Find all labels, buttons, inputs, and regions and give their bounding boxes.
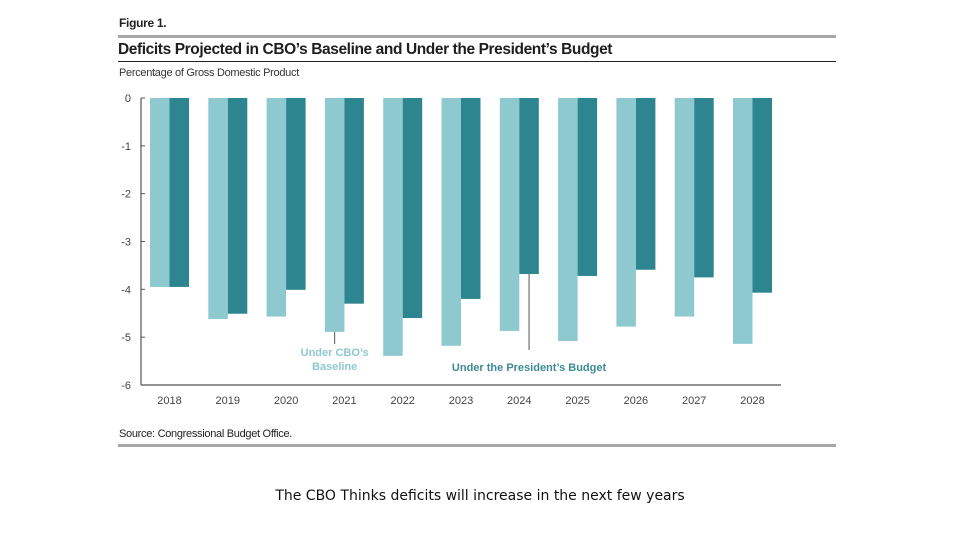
x-tick-label: 2025 xyxy=(565,395,589,407)
bar-baseline-2020 xyxy=(266,98,287,317)
bar-presidents-budget-2020 xyxy=(286,98,306,290)
x-tick-label: 2020 xyxy=(274,395,298,407)
bar-presidents-budget-2022 xyxy=(402,98,423,319)
bottom-rule xyxy=(118,444,836,447)
y-tick-label: -1 xyxy=(121,141,131,153)
y-tick-label: 0 xyxy=(125,93,131,105)
y-tick-label: -2 xyxy=(121,189,131,201)
bar-baseline-2022 xyxy=(383,98,403,356)
bar-presidents-budget-2027 xyxy=(694,98,714,278)
y-tick-label: -4 xyxy=(121,284,131,296)
bar-presidents-budget-2018 xyxy=(169,98,189,287)
x-tick-label: 2019 xyxy=(216,395,240,407)
chart-subtitle: Percentage of Gross Domestic Product xyxy=(119,67,299,79)
bar-presidents-budget-2024 xyxy=(519,98,539,275)
bar-baseline-2025 xyxy=(558,98,578,341)
bar-baseline-2028 xyxy=(733,98,753,344)
bar-baseline-2023 xyxy=(441,98,461,346)
bar-baseline-2026 xyxy=(616,98,636,327)
annotation-baseline-label: Under CBO’s xyxy=(301,347,369,359)
y-tick-label: -5 xyxy=(121,332,131,344)
bar-presidents-budget-2026 xyxy=(635,98,656,270)
x-tick-label: 2022 xyxy=(390,395,414,407)
chart-source: Source: Congressional Budget Office. xyxy=(119,428,293,440)
bar-baseline-2024 xyxy=(499,98,520,331)
bar-presidents-budget-2019 xyxy=(227,98,248,314)
annotation-presidents-budget-label: Under the President’s Budget xyxy=(452,362,607,374)
annotation-baseline-label: Baseline xyxy=(312,361,357,373)
x-tick-label: 2028 xyxy=(740,395,764,407)
x-tick-label: 2021 xyxy=(332,395,356,407)
bar-presidents-budget-2028 xyxy=(752,98,772,293)
x-tick-label: 2023 xyxy=(449,395,473,407)
x-tick-label: 2027 xyxy=(682,395,706,407)
bar-baseline-2019 xyxy=(208,98,228,319)
chart-title: Deficits Projected in CBO’s Baseline and… xyxy=(118,41,613,58)
bar-presidents-budget-2021 xyxy=(344,98,364,304)
top-rule xyxy=(118,35,836,38)
x-tick-label: 2024 xyxy=(507,395,531,407)
y-tick-label: -6 xyxy=(121,380,131,392)
y-tick-label: -3 xyxy=(121,237,131,249)
bar-baseline-2018 xyxy=(150,98,170,287)
figure-label: Figure 1. xyxy=(119,16,167,30)
bar-presidents-budget-2025 xyxy=(577,98,598,276)
slide-caption: The CBO Thinks deficits will increase in… xyxy=(275,488,685,504)
bar-presidents-budget-2023 xyxy=(461,98,481,299)
bar-baseline-2027 xyxy=(674,98,695,317)
bar-baseline-2021 xyxy=(324,98,345,332)
x-tick-label: 2018 xyxy=(157,395,181,407)
x-tick-label: 2026 xyxy=(624,395,648,407)
title-rule xyxy=(118,61,836,62)
